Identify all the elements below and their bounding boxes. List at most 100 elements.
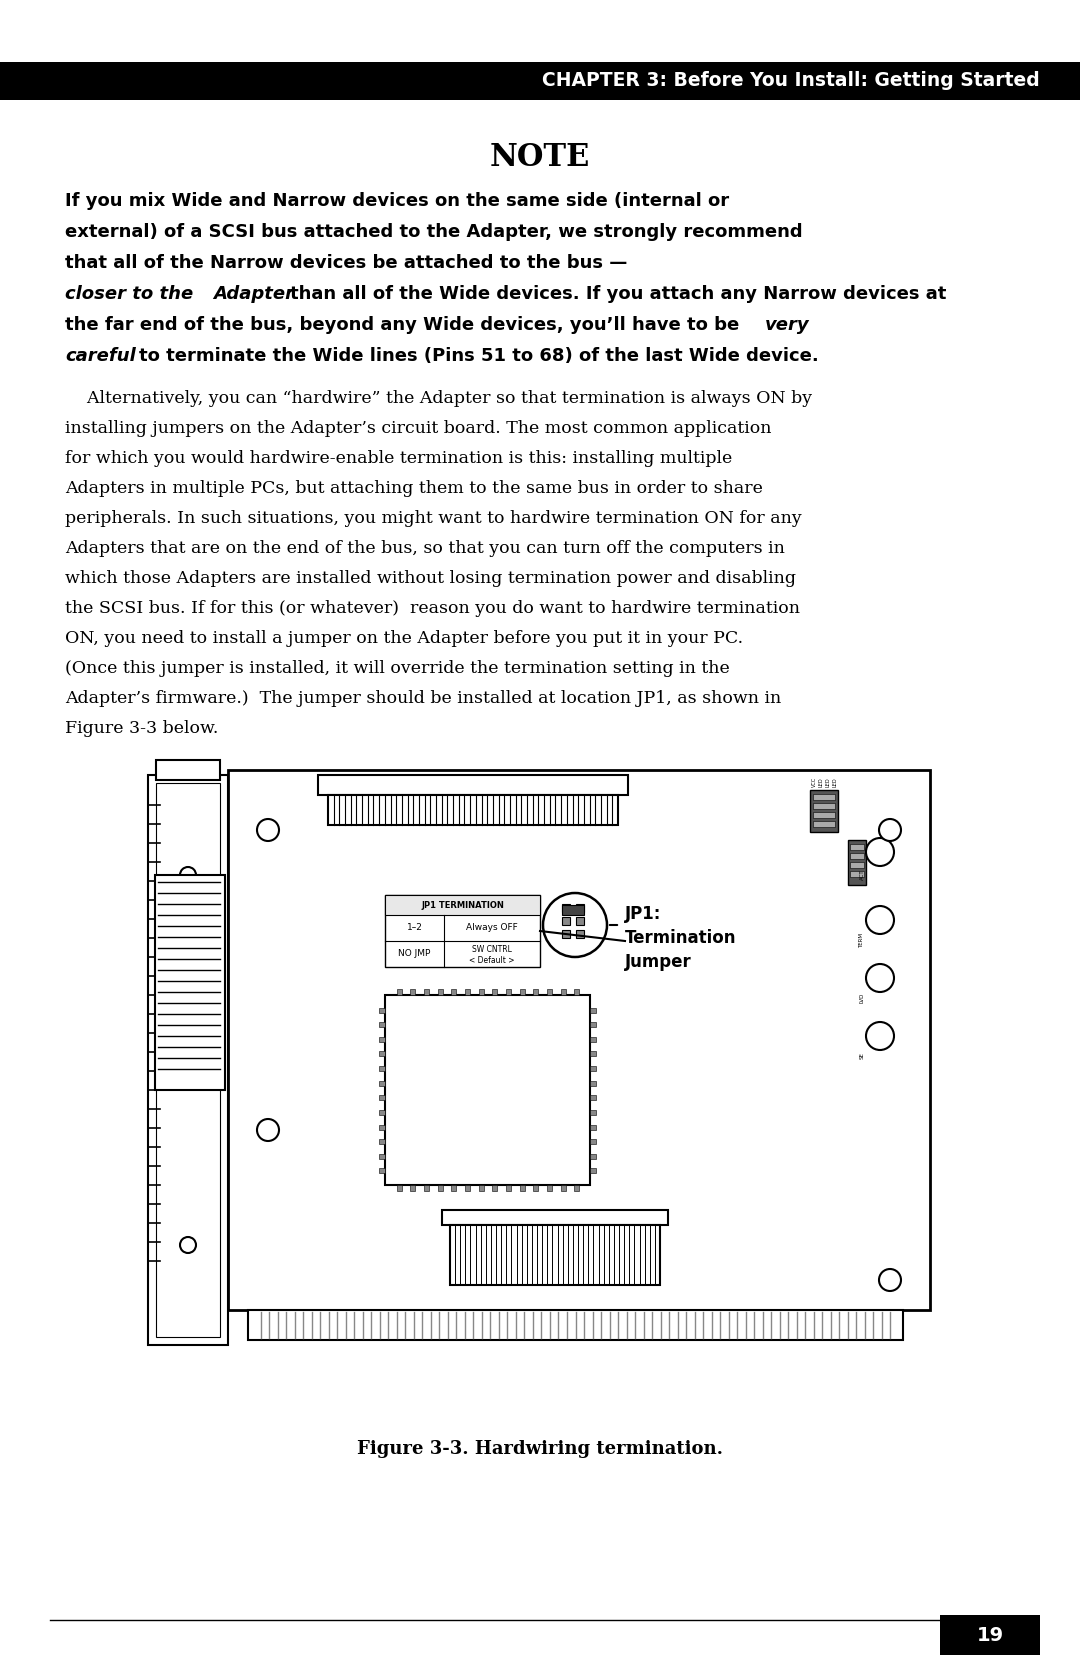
Text: NO JMP: NO JMP <box>399 950 431 958</box>
Text: JP1 TERMINATION: JP1 TERMINATION <box>421 901 504 910</box>
Text: Figure 3-3 below.: Figure 3-3 below. <box>65 719 218 738</box>
Bar <box>437 1185 443 1192</box>
Text: LVD: LVD <box>860 993 864 1003</box>
Bar <box>561 1185 566 1192</box>
Bar <box>328 794 618 824</box>
Bar <box>507 1185 511 1192</box>
Bar <box>850 871 864 876</box>
Bar <box>156 875 225 1090</box>
Text: LED: LED <box>833 778 837 788</box>
Bar <box>575 990 579 995</box>
Bar <box>379 1110 384 1115</box>
Bar <box>492 1185 497 1192</box>
Text: ON, you need to install a jumper on the Adapter before you put it in your PC.: ON, you need to install a jumper on the … <box>65 629 743 648</box>
Text: Adapter’s firmware.)  The jumper should be installed at location JP1, as shown i: Adapter’s firmware.) The jumper should b… <box>65 689 781 708</box>
Bar <box>850 853 864 860</box>
Circle shape <box>866 1021 894 1050</box>
Bar <box>410 1185 416 1192</box>
Bar <box>576 916 584 925</box>
Bar <box>546 1185 552 1192</box>
Text: (Once this jumper is installed, it will override the termination setting in the: (Once this jumper is installed, it will … <box>65 659 730 678</box>
Bar <box>534 990 538 995</box>
Bar <box>813 794 835 799</box>
Bar <box>590 1021 596 1026</box>
Bar <box>810 789 838 833</box>
Text: which those Adapters are installed without losing termination power and disablin: which those Adapters are installed witho… <box>65 571 796 587</box>
Bar <box>562 905 570 911</box>
Text: Alternatively, you can “hardwire” the Adapter so that termination is always ON b: Alternatively, you can “hardwire” the Ad… <box>65 391 812 407</box>
Text: SW CNTRL
< Default >: SW CNTRL < Default > <box>469 945 515 965</box>
Bar <box>590 1125 596 1130</box>
Bar <box>590 1008 596 1013</box>
Bar <box>590 1066 596 1071</box>
Bar <box>590 1168 596 1173</box>
Bar <box>562 916 570 925</box>
Text: CHAPTER 3: Before You Install: Getting Started: CHAPTER 3: Before You Install: Getting S… <box>542 72 1040 90</box>
Bar <box>813 813 835 818</box>
Circle shape <box>866 838 894 866</box>
Bar <box>562 905 584 915</box>
Text: for which you would hardwire-enable termination is this: installing multiple: for which you would hardwire-enable term… <box>65 451 732 467</box>
Bar <box>850 861 864 868</box>
Bar <box>410 990 416 995</box>
Bar <box>450 1225 660 1285</box>
Text: NOTE: NOTE <box>490 142 590 174</box>
Bar <box>534 1185 538 1192</box>
Text: Adapter: Adapter <box>213 285 294 304</box>
Circle shape <box>257 1118 279 1142</box>
Bar <box>576 905 584 911</box>
Bar <box>813 821 835 828</box>
Bar <box>379 1051 384 1056</box>
Text: Figure 3-3. Hardwiring termination.: Figure 3-3. Hardwiring termination. <box>357 1440 723 1459</box>
Text: SE: SE <box>860 1053 864 1060</box>
Text: to terminate the Wide lines (Pins 51 to 68) of the last Wide device.: to terminate the Wide lines (Pins 51 to … <box>139 347 819 366</box>
Text: VCC: VCC <box>811 776 816 788</box>
Bar <box>813 803 835 809</box>
Bar <box>507 990 511 995</box>
Text: careful: careful <box>65 347 136 366</box>
Text: 1–2: 1–2 <box>406 923 422 933</box>
Circle shape <box>257 819 279 841</box>
Text: ACT: ACT <box>860 870 864 880</box>
Bar <box>156 783 220 1337</box>
Bar <box>384 895 540 915</box>
Bar <box>148 774 228 1345</box>
Bar <box>465 990 470 995</box>
Text: TERM: TERM <box>860 933 864 948</box>
Circle shape <box>866 906 894 935</box>
Bar <box>318 774 627 794</box>
Bar <box>424 1185 429 1192</box>
Bar <box>248 1310 903 1340</box>
Bar <box>465 1185 470 1192</box>
Text: the SCSI bus. If for this (or whatever)  reason you do want to hardwire terminat: the SCSI bus. If for this (or whatever) … <box>65 599 800 618</box>
Bar <box>546 990 552 995</box>
Text: Adapters that are on the end of the bus, so that you can turn off the computers : Adapters that are on the end of the bus,… <box>65 541 785 557</box>
Text: Adapters in multiple PCs, but attaching them to the same bus in order to share: Adapters in multiple PCs, but attaching … <box>65 481 762 497</box>
Bar <box>562 930 570 938</box>
Bar <box>379 1021 384 1026</box>
Circle shape <box>180 1237 195 1253</box>
Bar <box>451 1185 457 1192</box>
Bar <box>478 990 484 995</box>
Bar <box>590 1036 596 1041</box>
Bar <box>156 759 220 779</box>
Bar <box>396 1185 402 1192</box>
Bar <box>379 1168 384 1173</box>
Circle shape <box>866 965 894 991</box>
Bar <box>396 990 402 995</box>
Bar <box>590 1140 596 1145</box>
Bar <box>590 1082 596 1087</box>
Bar <box>379 1008 384 1013</box>
Circle shape <box>543 893 607 956</box>
Text: 19: 19 <box>976 1626 1003 1644</box>
Bar <box>519 1185 525 1192</box>
Circle shape <box>879 1268 901 1292</box>
Bar <box>478 1185 484 1192</box>
Bar <box>451 990 457 995</box>
Bar <box>519 990 525 995</box>
Bar <box>442 1210 669 1225</box>
Bar <box>379 1066 384 1071</box>
Bar <box>424 990 429 995</box>
Text: installing jumpers on the Adapter’s circuit board. The most common application: installing jumpers on the Adapter’s circ… <box>65 421 771 437</box>
Text: Termination: Termination <box>625 930 737 946</box>
